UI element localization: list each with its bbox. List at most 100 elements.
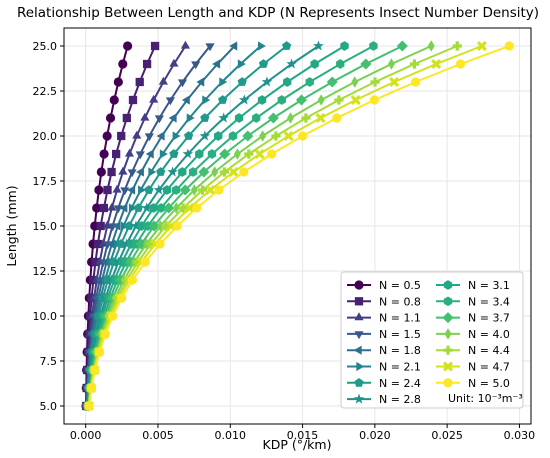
data-point bbox=[340, 41, 349, 51]
x-axis: 0.000 0.005 0.010 0.015 0.020 0.025 0.030 bbox=[70, 424, 535, 442]
data-point bbox=[267, 112, 279, 124]
data-point bbox=[171, 185, 181, 195]
data-point bbox=[233, 148, 241, 160]
data-point bbox=[96, 167, 106, 177]
data-point bbox=[184, 202, 195, 214]
data-point bbox=[244, 149, 254, 159]
data-point bbox=[135, 238, 147, 250]
data-point bbox=[103, 185, 112, 195]
legend-entry: N = 3.1 bbox=[436, 279, 510, 292]
data-point bbox=[116, 239, 126, 248]
data-point bbox=[181, 95, 190, 105]
data-point bbox=[159, 149, 168, 159]
data-point bbox=[199, 130, 211, 141]
data-point bbox=[254, 148, 265, 160]
data-point bbox=[360, 58, 372, 70]
data-point bbox=[99, 203, 109, 213]
data-point bbox=[113, 77, 123, 87]
data-point bbox=[218, 95, 228, 104]
data-point bbox=[350, 94, 361, 106]
series-N = 2.4 bbox=[82, 41, 292, 410]
data-point bbox=[133, 203, 143, 212]
data-point bbox=[228, 166, 239, 178]
x-tick-label: 0.030 bbox=[504, 429, 536, 442]
data-point bbox=[135, 167, 144, 177]
data-point bbox=[452, 41, 462, 51]
legend-label: N = 0.8 bbox=[379, 295, 421, 308]
data-point bbox=[252, 113, 261, 123]
data-point bbox=[150, 41, 160, 51]
data-point bbox=[168, 113, 177, 123]
y-tick-label: 25.0 bbox=[33, 40, 58, 53]
legend-marker bbox=[443, 345, 453, 355]
data-point bbox=[165, 97, 176, 106]
data-point bbox=[297, 131, 308, 141]
legend-entry: N = 1.5 bbox=[347, 328, 421, 341]
data-point bbox=[156, 131, 165, 141]
legend-entry: N = 2.1 bbox=[347, 361, 421, 374]
data-point bbox=[119, 203, 128, 213]
data-point bbox=[202, 95, 211, 105]
data-point bbox=[108, 311, 118, 321]
data-point bbox=[286, 58, 297, 69]
legend-entry: N = 4.7 bbox=[436, 361, 510, 374]
data-point bbox=[122, 113, 131, 123]
data-point bbox=[107, 167, 116, 177]
data-point bbox=[258, 59, 269, 68]
data-point bbox=[155, 239, 165, 249]
data-point bbox=[326, 76, 338, 88]
x-tick-label: 0.010 bbox=[215, 429, 247, 442]
data-point bbox=[101, 257, 110, 267]
x-axis-label: KDP (°/km) bbox=[263, 437, 332, 452]
data-point bbox=[229, 41, 238, 51]
data-point bbox=[257, 41, 266, 51]
data-point bbox=[130, 220, 142, 231]
data-point bbox=[370, 77, 380, 87]
data-point bbox=[257, 95, 267, 105]
legend-marker bbox=[443, 378, 453, 388]
data-point bbox=[135, 151, 145, 160]
data-point bbox=[112, 221, 121, 231]
data-point bbox=[476, 40, 487, 52]
data-point bbox=[172, 221, 182, 231]
data-point bbox=[183, 131, 194, 140]
y-axis: 5.0 7.5 10.0 12.5 15.0 17.5 20.0 22.5 25.0 bbox=[33, 40, 64, 413]
data-point bbox=[127, 185, 136, 195]
legend-label: N = 4.7 bbox=[468, 361, 510, 374]
data-point bbox=[121, 238, 132, 249]
data-point bbox=[336, 59, 345, 69]
data-point bbox=[211, 166, 219, 178]
data-point bbox=[283, 77, 292, 87]
data-point bbox=[94, 185, 104, 195]
data-point bbox=[112, 149, 121, 159]
data-point bbox=[153, 184, 165, 195]
data-point bbox=[219, 148, 231, 160]
data-point bbox=[143, 221, 153, 231]
data-point bbox=[118, 59, 128, 69]
data-point bbox=[162, 185, 172, 195]
x-tick-label: 0.015 bbox=[287, 429, 319, 442]
data-point bbox=[198, 166, 210, 178]
legend-marker bbox=[442, 361, 454, 372]
data-point bbox=[261, 76, 273, 87]
y-tick-label: 7.5 bbox=[40, 355, 58, 368]
x-tick-label: 0.025 bbox=[431, 429, 463, 442]
data-point bbox=[197, 185, 208, 195]
data-point bbox=[109, 95, 119, 105]
data-point bbox=[282, 41, 292, 50]
data-point bbox=[124, 148, 135, 157]
data-point bbox=[455, 59, 466, 69]
legend-marker bbox=[354, 331, 364, 340]
x-tick-label: 0.005 bbox=[142, 429, 174, 442]
legend-marker bbox=[353, 345, 362, 355]
data-point bbox=[86, 383, 97, 393]
data-point bbox=[186, 113, 195, 123]
legend-marker bbox=[354, 377, 364, 387]
data-point bbox=[156, 167, 166, 176]
data-point bbox=[295, 94, 307, 106]
legend-frame bbox=[340, 271, 524, 409]
data-point bbox=[158, 76, 168, 85]
data-point bbox=[310, 59, 319, 69]
data-point bbox=[369, 41, 378, 51]
